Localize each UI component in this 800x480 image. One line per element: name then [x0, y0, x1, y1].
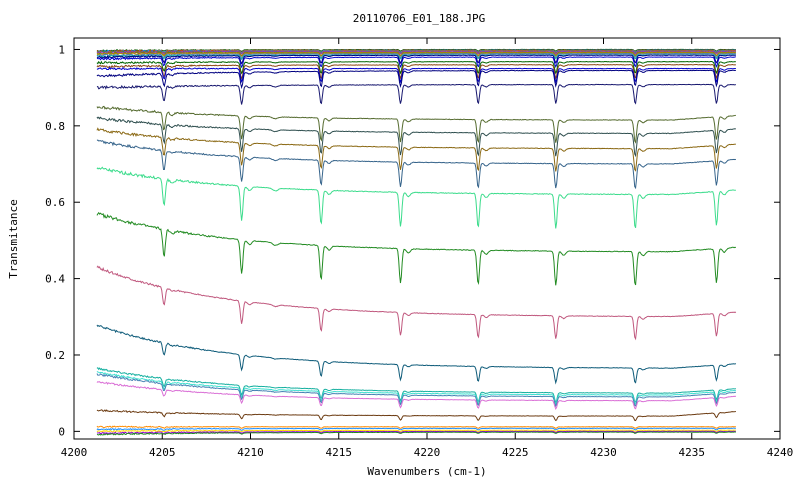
series-line-20	[96, 139, 737, 190]
series-line-27	[96, 373, 736, 408]
y-axis: 0 0.2 0.4 0.6 0.8 1	[45, 43, 780, 438]
series-line-26	[96, 370, 737, 406]
series-line-23	[96, 265, 737, 341]
series-line-10	[96, 54, 736, 65]
series-line-21	[96, 166, 736, 229]
x-tick-label: 4220	[414, 446, 441, 459]
x-tick-label: 4205	[149, 446, 176, 459]
series-line-34	[96, 431, 736, 436]
series-line-24	[96, 324, 737, 385]
series-line-22	[96, 211, 737, 286]
series-line-30	[96, 425, 736, 430]
x-tick-label: 4235	[679, 446, 706, 459]
y-tick-label: 1	[58, 43, 65, 56]
x-tick-label: 4215	[326, 446, 353, 459]
series-line-15	[96, 69, 736, 90]
series-line-16	[96, 83, 736, 105]
series-line-13	[96, 64, 736, 80]
y-tick-label: 0.4	[45, 273, 65, 286]
y-tick-label: 0.2	[45, 349, 65, 362]
series-line-33	[96, 430, 736, 435]
y-axis-title: Transmitance	[7, 199, 20, 278]
series-line-32	[96, 429, 736, 433]
y-tick-label: 0	[58, 425, 65, 438]
x-tick-label: 4200	[61, 446, 88, 459]
series-line-31	[96, 427, 736, 431]
series-line-18	[96, 116, 736, 158]
series-line-14	[96, 66, 736, 84]
series-line-25	[96, 366, 737, 404]
x-tick-label: 4240	[767, 446, 794, 459]
series-line-19	[96, 127, 736, 172]
series-line-11	[96, 56, 736, 69]
y-tick-label: 0.8	[45, 120, 65, 133]
chart-title: 20110706_E01_188.JPG	[353, 12, 485, 25]
series-line-7	[96, 52, 736, 57]
x-tick-label: 4225	[502, 446, 529, 459]
x-tick-label: 4210	[237, 446, 264, 459]
series-line-8	[96, 52, 736, 59]
series-line-5	[96, 50, 736, 55]
series-layer	[96, 48, 737, 436]
x-axis: 4200 4205 4210 4215 4220 4225 4230 4235 4240	[61, 38, 794, 459]
x-tick-label: 4230	[590, 446, 617, 459]
series-line-28	[96, 381, 737, 410]
series-line-17	[96, 105, 736, 144]
y-tick-label: 0.6	[45, 196, 65, 209]
plot-frame	[73, 37, 781, 440]
x-axis-title: Wavenumbers (cm-1)	[367, 465, 486, 478]
series-line-29	[96, 409, 736, 422]
series-line-12	[96, 60, 736, 75]
